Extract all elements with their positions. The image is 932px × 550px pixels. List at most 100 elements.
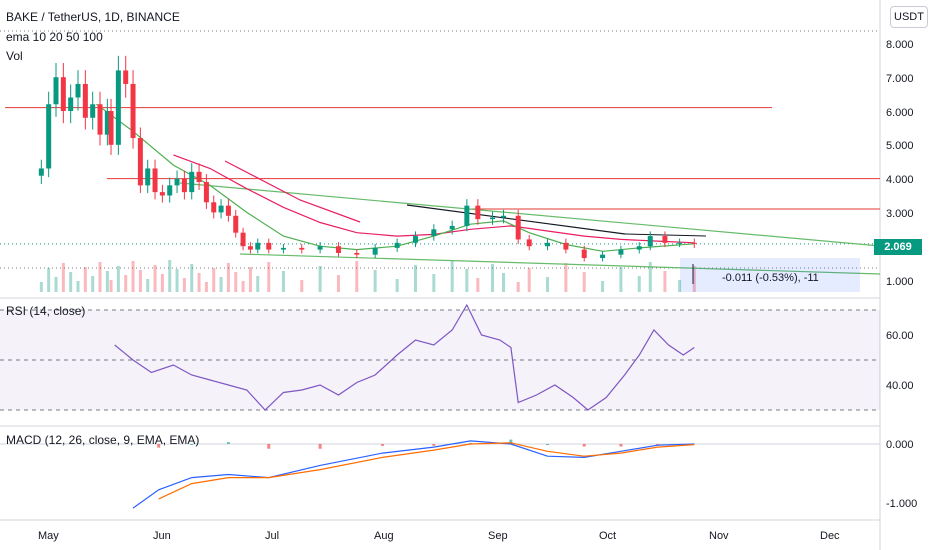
volume-bar	[131, 261, 135, 292]
time-tick: Oct	[599, 530, 617, 542]
rsi-tick: 60.00	[886, 330, 914, 342]
volume-bar	[281, 271, 285, 292]
price-tick: 1.000	[886, 276, 914, 288]
volume-legend[interactable]: Vol	[6, 49, 23, 63]
candle-body	[691, 242, 697, 244]
candle-body	[115, 70, 121, 145]
candle-body	[104, 111, 110, 135]
volume-bar	[648, 262, 652, 292]
volume-bar	[413, 265, 417, 292]
candle-body	[218, 205, 224, 213]
candle-body	[431, 229, 437, 237]
candle-body	[526, 239, 532, 247]
macd-legend[interactable]: MACD (12, 26, close, 9, EMA, EMA)	[6, 433, 200, 447]
price-tick: 5.000	[886, 140, 914, 152]
currency-button[interactable]: USDT	[890, 6, 928, 28]
support-trendline	[239, 253, 881, 275]
candle-body	[335, 246, 341, 253]
volume-bar	[190, 264, 194, 292]
candle-body	[130, 83, 136, 139]
volume-bar	[138, 270, 142, 292]
candle-body	[600, 254, 606, 259]
volume-bar	[168, 260, 172, 292]
volume-bar	[219, 277, 223, 292]
macd-histogram-bar	[546, 444, 550, 445]
price-tick: 3.000	[886, 208, 914, 220]
candle-body	[189, 171, 195, 193]
candle-body	[545, 242, 551, 247]
volume-bar	[318, 266, 322, 292]
candle-body	[266, 242, 272, 250]
macd-histogram-bar	[380, 444, 384, 446]
macd-histogram-bar	[432, 444, 436, 446]
volume-bar	[619, 267, 623, 292]
candle-body	[145, 168, 151, 186]
volume-bar	[241, 281, 245, 292]
time-tick: May	[38, 530, 59, 542]
volume-bar	[76, 281, 80, 292]
candle-body	[247, 246, 253, 250]
candle-body	[464, 205, 470, 226]
candle-body	[636, 246, 642, 250]
candle-body	[159, 192, 165, 196]
macd-signal-line	[158, 442, 695, 500]
candle-body	[501, 215, 507, 218]
volume-bar	[336, 275, 340, 292]
candle-body	[68, 97, 74, 111]
candle-body	[299, 247, 305, 250]
candle-body	[152, 168, 158, 193]
black-trendline	[624, 233, 707, 237]
measure-tool-box[interactable]	[680, 258, 860, 292]
candle-body	[38, 168, 44, 176]
volume-bar	[83, 267, 87, 292]
candle-body	[97, 104, 103, 135]
price-tick: 8.000	[886, 39, 914, 51]
volume-bar	[146, 279, 150, 292]
volume-bar	[300, 280, 304, 292]
macd-histogram-bar	[656, 444, 660, 445]
candle-body	[108, 111, 114, 145]
volume-bar	[355, 261, 359, 292]
candle-body	[317, 246, 323, 250]
candle-body	[181, 178, 187, 193]
ema-20-line	[96, 103, 695, 252]
candle-body	[581, 249, 587, 259]
volume-bar	[678, 280, 682, 292]
candle-body	[240, 232, 246, 247]
candle-body	[449, 225, 455, 230]
volume-bar	[105, 271, 109, 292]
candle-body	[53, 77, 59, 105]
last-price-tag: 2.069	[874, 239, 922, 255]
volume-bar	[116, 266, 120, 292]
time-tick: Dec	[820, 530, 840, 542]
macd-histogram-bar	[318, 444, 322, 449]
candle-body	[677, 242, 683, 244]
candle-body	[167, 185, 173, 196]
macd-histogram-bar	[582, 444, 586, 447]
rsi-legend[interactable]: RSI (14, close)	[6, 304, 86, 318]
candle-body	[225, 205, 231, 216]
candle-body	[412, 236, 418, 243]
descending-trendline	[179, 182, 881, 247]
candle-body	[82, 83, 88, 118]
candle-body	[174, 178, 180, 186]
price-tick: 7.000	[886, 73, 914, 85]
volume-bar	[234, 272, 238, 292]
candle-body	[354, 252, 360, 255]
macd-tick: -1.000	[886, 498, 918, 510]
candle-body	[46, 104, 52, 169]
volume-bar	[395, 279, 399, 292]
ema-legend[interactable]: ema 10 20 50 100	[6, 30, 103, 44]
volume-bar	[601, 281, 605, 292]
candle-body	[662, 236, 668, 243]
volume-bar	[248, 267, 252, 292]
volume-bar	[527, 268, 531, 292]
volume-bar	[582, 272, 586, 292]
volume-bar	[564, 263, 568, 292]
volume-bar	[637, 276, 641, 292]
candle-body	[60, 77, 66, 111]
macd-histogram-bar	[619, 444, 623, 447]
volume-bar	[663, 271, 667, 292]
